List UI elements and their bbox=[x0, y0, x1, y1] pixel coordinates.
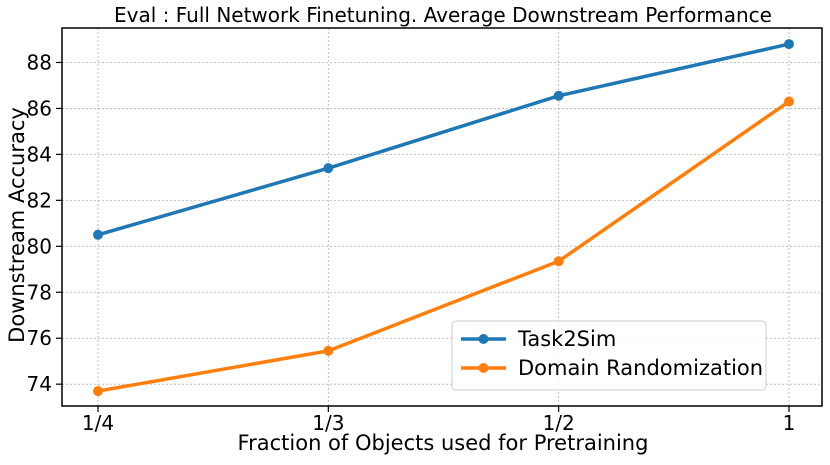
series-group bbox=[93, 39, 794, 397]
legend-label: Task2Sim bbox=[517, 327, 616, 351]
legend-box bbox=[451, 320, 767, 391]
legend-label: Domain Randomization bbox=[518, 356, 763, 380]
axis-ticks: 1/4 1/3 1/2 1 74 76 78 80 82 84 86 88 bbox=[27, 50, 796, 435]
legend-marker bbox=[478, 334, 489, 344]
series-line bbox=[96, 42, 791, 237]
data-point bbox=[93, 229, 103, 240]
data-point bbox=[323, 163, 334, 174]
series-line bbox=[96, 99, 791, 393]
data-point bbox=[553, 256, 564, 267]
plot-frame bbox=[61, 27, 823, 407]
x-tick-label: 1/3 bbox=[312, 411, 344, 435]
y-tick-label: 84 bbox=[27, 142, 52, 166]
x-tick-label: 1/2 bbox=[543, 411, 575, 435]
y-tick-label: 80 bbox=[27, 234, 52, 258]
y-axis-label: Downstream Accuracy bbox=[5, 107, 29, 343]
y-tick-label: 76 bbox=[27, 326, 52, 350]
data-point bbox=[784, 96, 794, 107]
y-tick-label: 74 bbox=[27, 372, 52, 396]
legend: Task2Sim Domain Randomization bbox=[451, 320, 767, 391]
data-point bbox=[784, 39, 794, 50]
y-tick-label: 78 bbox=[27, 280, 52, 304]
x-axis-label: Fraction of Objects used for Pretraining bbox=[238, 431, 649, 455]
x-tick-label: 1/4 bbox=[82, 411, 114, 435]
data-point bbox=[553, 90, 564, 101]
chart-title: Eval : Full Network Finetuning. Average … bbox=[114, 3, 772, 27]
data-point bbox=[93, 386, 103, 397]
legend-marker bbox=[478, 363, 489, 373]
y-tick-label: 86 bbox=[27, 96, 52, 120]
y-tick-label: 82 bbox=[27, 188, 52, 212]
x-tick-label: 1 bbox=[783, 411, 796, 435]
data-point bbox=[323, 345, 334, 356]
y-tick-label: 88 bbox=[27, 50, 52, 74]
